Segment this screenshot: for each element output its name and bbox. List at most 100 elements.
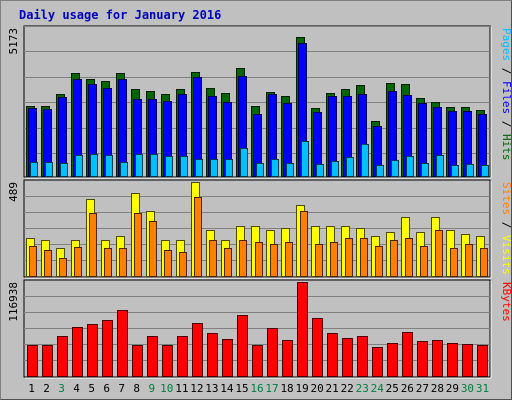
bar-pages-day-17 — [271, 159, 279, 177]
chart-title: Daily usage for January 2016 — [19, 8, 222, 22]
bar-kbytes-day-1 — [27, 345, 38, 377]
bar-kbytes-day-9 — [147, 336, 158, 377]
bar-pages-day-10 — [165, 156, 173, 177]
bar-sites-day-22 — [345, 238, 353, 277]
bar-pages-day-27 — [421, 163, 429, 177]
day-label: 4 — [73, 382, 80, 395]
day-label: 23 — [356, 382, 369, 395]
bar-kbytes-day-26 — [402, 332, 413, 377]
bar-kbytes-day-7 — [117, 310, 128, 377]
day-label: 8 — [133, 382, 140, 395]
bar-pages-day-7 — [120, 162, 128, 177]
day-label: 3 — [58, 382, 65, 395]
bar-kbytes-day-31 — [477, 345, 488, 377]
bar-pages-day-22 — [346, 157, 354, 177]
day-label: 19 — [295, 382, 308, 395]
day-label: 25 — [386, 382, 399, 395]
side-label-part: / — [500, 61, 512, 81]
day-label: 26 — [401, 382, 414, 395]
side-label-hits-files-pages: Pages / Files / Hits — [500, 28, 512, 161]
bar-sites-day-16 — [255, 242, 263, 277]
day-label: 29 — [446, 382, 459, 395]
day-label: 15 — [235, 382, 248, 395]
side-label-kbytes: KBytes — [500, 282, 512, 322]
bar-sites-day-31 — [480, 248, 488, 277]
day-label: 14 — [220, 382, 234, 395]
bar-pages-day-18 — [286, 163, 294, 177]
bar-sites-day-1 — [29, 246, 37, 277]
bar-sites-day-2 — [44, 250, 52, 277]
bar-kbytes-day-14 — [222, 339, 233, 377]
bar-sites-day-17 — [270, 244, 278, 277]
bar-sites-day-6 — [104, 248, 112, 277]
bar-sites-day-12 — [194, 197, 202, 277]
bar-files-day-7 — [118, 79, 127, 177]
bar-kbytes-day-8 — [132, 345, 143, 377]
bar-kbytes-day-30 — [462, 344, 473, 377]
bar-sites-day-21 — [330, 242, 338, 277]
bar-sites-day-18 — [285, 242, 293, 277]
bar-sites-day-4 — [74, 247, 82, 277]
day-label: 31 — [476, 382, 489, 395]
bar-kbytes-day-12 — [192, 323, 203, 377]
bar-sites-day-5 — [89, 213, 97, 277]
bar-pages-day-19 — [301, 141, 309, 177]
day-label: 10 — [160, 382, 173, 395]
bar-pages-day-23 — [361, 144, 369, 177]
day-label: 11 — [175, 382, 188, 395]
day-label: 22 — [341, 382, 354, 395]
bar-kbytes-day-18 — [282, 340, 293, 377]
day-label: 30 — [461, 382, 474, 395]
bar-kbytes-day-17 — [267, 328, 278, 377]
bar-sites-day-29 — [450, 248, 458, 277]
bar-kbytes-day-5 — [87, 324, 98, 377]
side-label-part: Sites — [500, 182, 512, 215]
bar-pages-day-20 — [316, 164, 324, 177]
bar-kbytes-day-23 — [357, 336, 368, 377]
bar-kbytes-day-20 — [312, 318, 323, 377]
day-label: 16 — [250, 382, 263, 395]
y-max-label-visits-sites: 489 — [7, 182, 20, 202]
bar-kbytes-day-2 — [42, 345, 53, 377]
bar-sites-day-30 — [465, 244, 473, 277]
bar-pages-day-26 — [406, 156, 414, 177]
day-label: 24 — [371, 382, 385, 395]
bar-sites-day-15 — [239, 240, 247, 277]
bar-kbytes-day-11 — [177, 336, 188, 377]
bar-pages-day-30 — [466, 164, 474, 177]
day-label: 21 — [326, 382, 339, 395]
bar-pages-day-2 — [45, 162, 53, 177]
bar-pages-day-14 — [225, 159, 233, 177]
bar-pages-day-21 — [331, 161, 339, 177]
bar-sites-day-7 — [119, 248, 127, 277]
side-label-part: KBytes — [500, 282, 512, 322]
bar-sites-day-19 — [300, 211, 308, 277]
day-label: 2 — [43, 382, 50, 395]
bar-pages-day-6 — [105, 155, 113, 177]
bar-kbytes-day-6 — [102, 320, 113, 377]
day-label: 13 — [205, 382, 218, 395]
bar-pages-day-3 — [60, 163, 68, 177]
side-label-part: Pages — [500, 28, 512, 61]
bar-sites-day-27 — [420, 246, 428, 277]
day-label: 7 — [118, 382, 125, 395]
side-label-part: / — [500, 114, 512, 134]
y-max-label-hits-files-pages: 5173 — [7, 28, 20, 55]
bar-kbytes-day-3 — [57, 336, 68, 377]
day-axis-labels: 1 2 3 4 5 6 7 8 9 10 11 12 13 14 15 16 17 18 19 20 21 22 23 24 2… — [28, 382, 489, 395]
bar-pages-day-11 — [180, 156, 188, 177]
bar-sites-day-3 — [59, 258, 67, 277]
bar-pages-day-25 — [391, 160, 399, 177]
bar-kbytes-day-21 — [327, 333, 338, 377]
side-label-part: Hits — [500, 134, 512, 161]
bar-pages-day-29 — [451, 165, 459, 177]
side-label-visits-sites: Sites / Visits — [500, 182, 512, 275]
y-max-labels: 5173 489 116938 — [7, 28, 20, 322]
day-label: 17 — [265, 382, 278, 395]
day-label: 1 — [28, 382, 35, 395]
bar-sites-day-11 — [179, 252, 187, 277]
bar-sites-day-9 — [149, 221, 157, 277]
bar-pages-day-8 — [135, 154, 143, 177]
y-max-label-kbytes: 116938 — [7, 282, 20, 322]
